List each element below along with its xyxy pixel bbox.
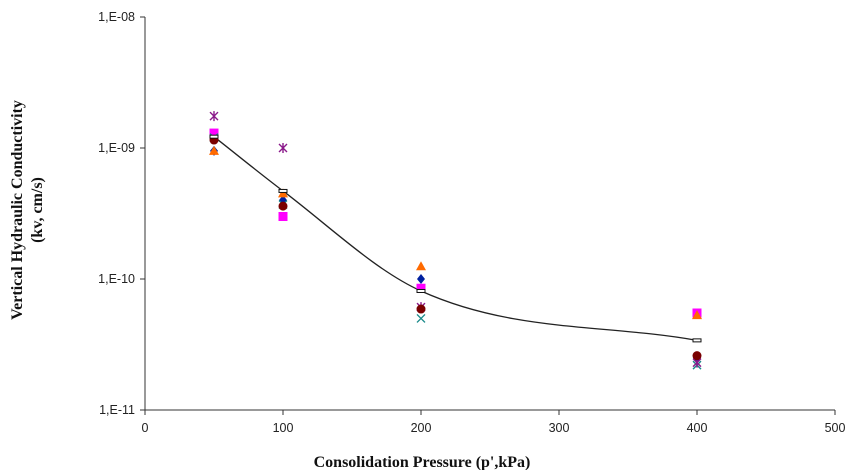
y-axis-title-line2: (kv, cm/s) — [29, 177, 46, 243]
y-axis-title-line1: Vertical Hydraulic Conductivity — [9, 100, 26, 320]
dash-point — [692, 338, 702, 343]
triangle-point — [692, 310, 702, 320]
plot-area — [144, 17, 835, 411]
y-tick-label: 1,E-10 — [98, 272, 135, 286]
ticks: 0 100 200 300 400 500 1,E-11 1,E-10 1,E-09 1,E-08 — [98, 10, 845, 435]
y-tick-label: 1,E-11 — [99, 403, 135, 417]
square-point — [416, 283, 426, 293]
star-point — [209, 111, 219, 122]
star-point — [278, 143, 288, 153]
x-tick-label: 100 — [273, 421, 294, 435]
x-tick-label: 400 — [687, 421, 708, 435]
circle-point — [416, 304, 426, 314]
circle-point — [692, 351, 702, 361]
data-points — [209, 111, 702, 370]
trend-line — [213, 136, 698, 342]
y-tick-label: 1,E-09 — [98, 141, 135, 155]
square-point — [209, 128, 219, 138]
x-tick-label: 300 — [549, 421, 570, 435]
x-tick-label: 500 — [825, 421, 846, 435]
diamond-point — [417, 274, 425, 284]
dash-point — [209, 134, 219, 139]
dash-point — [416, 288, 426, 293]
dash-point — [278, 188, 288, 193]
triangle-point — [416, 261, 426, 271]
trend-line-group — [213, 136, 698, 342]
triangle-point — [209, 145, 219, 155]
x-tick-label: 200 — [411, 421, 432, 435]
circle-point — [278, 201, 288, 211]
x-tick-label: 0 — [142, 421, 149, 435]
square-point — [278, 211, 288, 221]
x-axis-title: Consolidation Pressure (p',kPa) — [314, 454, 531, 470]
x-point — [416, 313, 426, 323]
y-tick-label: 1,E-08 — [98, 10, 135, 24]
